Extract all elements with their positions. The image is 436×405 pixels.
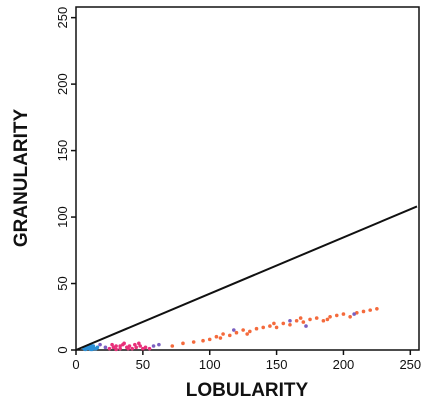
scatter-point [118, 344, 122, 348]
scatter-point [87, 345, 92, 350]
scatter-point [127, 344, 132, 348]
scatter-point [143, 345, 148, 350]
y-tick-label: 250 [55, 7, 70, 29]
scatter-point [137, 341, 141, 346]
scatter-point [321, 318, 326, 323]
scatter-point [288, 318, 292, 323]
scatter-point [254, 326, 259, 331]
scatter-point [314, 316, 319, 320]
scatter-point [170, 344, 175, 348]
scatter-point [90, 347, 94, 352]
scatter-point [261, 325, 266, 330]
reference-line [75, 205, 418, 351]
scatter-point [272, 321, 276, 326]
scatter-point [281, 321, 286, 326]
scatter-point [288, 322, 292, 327]
scatter-point [308, 317, 312, 322]
y-tick-label: 150 [55, 140, 70, 162]
scatter-point [241, 328, 245, 332]
scatter-point [207, 337, 212, 342]
scatter-point [130, 346, 134, 351]
scatter-point [325, 317, 330, 322]
scatter-point [218, 336, 223, 340]
scatter-point [157, 342, 161, 347]
y-tick-label: 200 [55, 73, 70, 95]
scatter-point [147, 346, 152, 351]
y-axis-title: GRANULARITY [11, 109, 32, 248]
scatter-point [248, 329, 252, 334]
scatter-point [191, 340, 196, 344]
scatter-point [274, 325, 279, 330]
scatter-point [227, 333, 232, 338]
scatter-point [107, 346, 112, 351]
scatter-point [234, 330, 239, 335]
scatter-point [201, 338, 205, 343]
scatter-point [268, 324, 272, 328]
scatter-point [98, 342, 102, 347]
scatter-point [334, 313, 339, 318]
scatter-point [231, 328, 236, 332]
scatter-point [126, 346, 130, 351]
scatter-point [95, 345, 100, 350]
scatter-point [133, 342, 137, 347]
scatter-point [103, 345, 108, 350]
scatter-point [298, 316, 303, 320]
scatter-point [114, 347, 118, 352]
scatter-point [348, 314, 352, 319]
scatter-point [84, 346, 89, 351]
plot-frame [75, 6, 420, 351]
scatter-point [214, 334, 219, 339]
scatter-point [118, 346, 122, 351]
scatter-point [111, 345, 116, 350]
scatter-point [110, 342, 114, 347]
x-tick-label: 200 [333, 357, 355, 372]
scatter-point [151, 344, 156, 348]
scatter-point [122, 341, 126, 346]
scatter-point [294, 318, 299, 323]
scatter-point [341, 312, 346, 316]
y-tick-label: 100 [55, 206, 70, 228]
scatter-point [134, 345, 138, 350]
scatter-point [304, 324, 308, 328]
scatter-point [114, 344, 118, 348]
scatter-point [141, 346, 145, 351]
y-tick-label: 50 [55, 276, 70, 290]
x-tick-label: 250 [399, 357, 421, 372]
scatter-point [91, 344, 96, 348]
scatter-point [361, 309, 366, 314]
scatter-point [328, 314, 332, 319]
x-axis-title: LOBULARITY [186, 380, 309, 401]
scatter-point [352, 312, 356, 316]
scatter-point [355, 310, 359, 315]
scatter-point [368, 308, 372, 312]
x-tick-label: 0 [72, 357, 79, 372]
x-tick-label: 50 [136, 357, 150, 372]
scatter-point [221, 332, 225, 336]
scatter-point [301, 320, 306, 324]
scatter-point [245, 332, 249, 336]
y-tick-label: 0 [55, 346, 70, 353]
scatter-point [375, 306, 379, 311]
scatter-point [181, 341, 185, 346]
x-tick-label: 150 [266, 357, 288, 372]
x-tick-label: 100 [199, 357, 221, 372]
scatter-point [138, 344, 142, 348]
